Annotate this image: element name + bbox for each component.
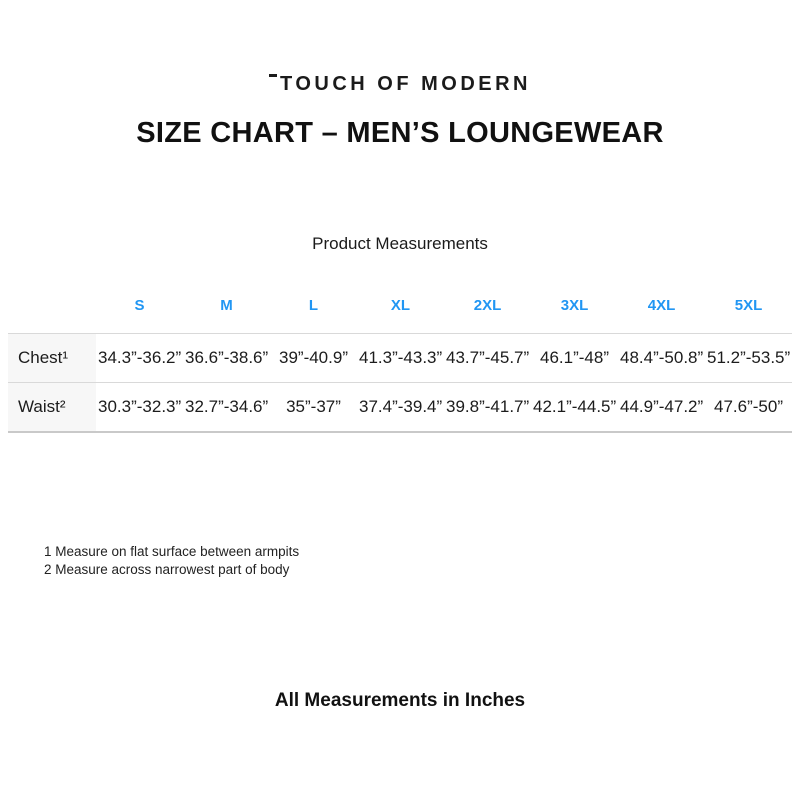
waist-cell-m: 32.7”-34.6” [183,382,270,433]
table-row-waist: Waist² 30.3”-32.3” 32.7”-34.6” 35”-37” 3… [8,382,792,433]
table-row-chest: Chest¹ 34.3”-36.2” 36.6”-38.6” 39”-40.9”… [8,333,792,383]
chest-cell-2xl: 43.7”-45.7” [444,333,531,383]
brand-logo-label: TOUCH OF MODERN [279,73,531,95]
section-subtitle: Product Measurements [312,234,488,253]
brand-logo: TOUCH OF MODERN [0,73,800,96]
size-column-header-xl: XL [390,297,411,314]
row-label-chest: Chest¹ [8,333,96,383]
waist-cell-5xl: 47.6”-50” [705,382,792,433]
waist-cell-3xl: 42.1”-44.5” [531,382,618,433]
chest-cell-xl: 41.3”-43.3” [357,333,444,383]
footer-note: All Measurements in Inches [274,690,526,711]
size-column-header-l: L [308,297,319,314]
page-title: SIZE CHART – MEN’S LOUNGEWEAR [136,117,664,149]
waist-cell-xl: 37.4”-39.4” [357,382,444,433]
chest-cell-3xl: 46.1”-48” [531,333,618,383]
chest-cell-m: 36.6”-38.6” [183,333,270,383]
size-header-row: S M L XL 2XL 3XL 4XL 5XL [8,297,792,334]
waist-cell-l: 35”-37” [270,382,357,433]
row-label-waist: Waist² [8,382,96,433]
waist-cell-2xl: 39.8”-41.7” [444,382,531,433]
chest-cell-5xl: 51.2”-53.5” [705,333,792,383]
waist-cell-s: 30.3”-32.3” [96,382,183,433]
size-table-corner-cell [8,297,96,334]
brand-logo-text: TOUCH OF MODERN [268,73,531,95]
size-table-container: S M L XL 2XL 3XL 4XL 5XL Chest¹ 34.3”-36… [8,297,792,433]
size-column-header-s: S [134,297,145,314]
footnote-chest: 1 Measure on flat surface between armpit… [44,544,300,559]
size-column-header-m: M [220,297,233,314]
size-column-header-2xl: 2XL [473,297,502,314]
size-column-header-5xl: 5XL [734,297,763,314]
waist-cell-4xl: 44.9”-47.2” [618,382,705,433]
size-column-header-3xl: 3XL [560,297,589,314]
chest-cell-4xl: 48.4”-50.8” [618,333,705,383]
footnotes: 1 Measure on flat surface between armpit… [44,543,299,578]
chest-cell-s: 34.3”-36.2” [96,333,183,383]
size-column-header-4xl: 4XL [647,297,676,314]
footnote-waist: 2 Measure across narrowest part of body [44,561,290,577]
size-table: S M L XL 2XL 3XL 4XL 5XL Chest¹ 34.3”-36… [8,297,792,433]
logo-dash-icon [268,74,277,77]
chest-cell-l: 39”-40.9” [270,333,357,383]
